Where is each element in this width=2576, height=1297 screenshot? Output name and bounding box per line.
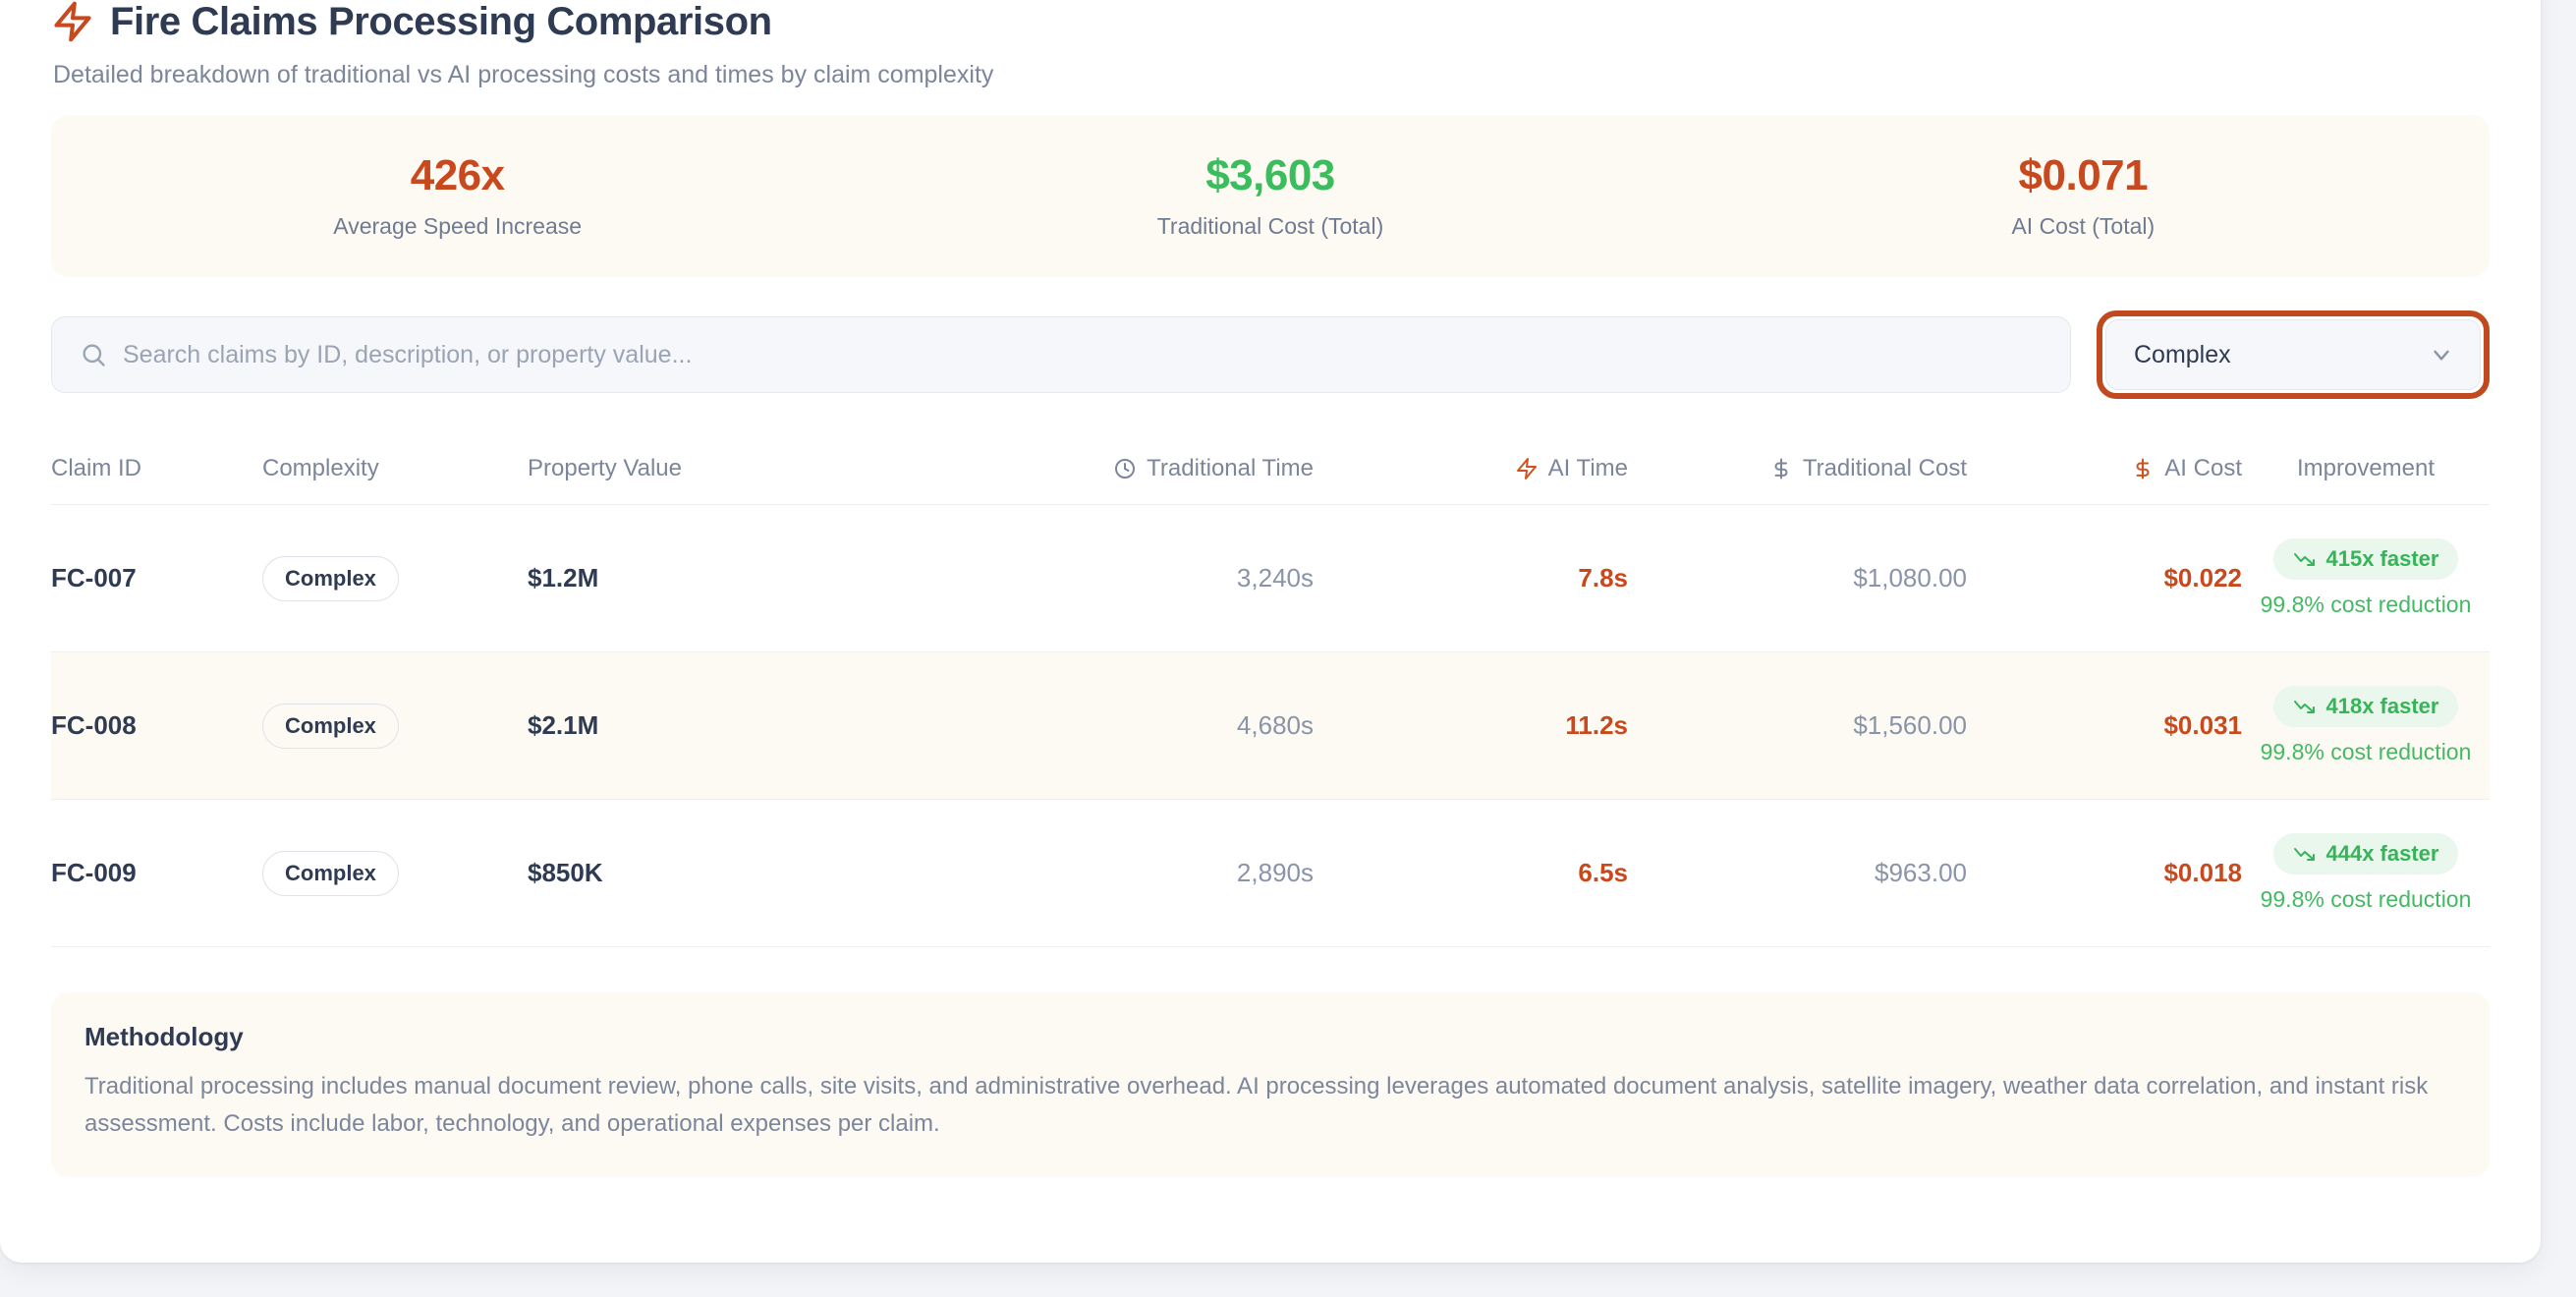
clock-icon [1115, 458, 1136, 479]
table-header-row: Claim ID Complexity Property Value Tradi… [51, 432, 2490, 505]
search-input[interactable] [123, 317, 2070, 392]
stat-value: 426x [410, 151, 505, 200]
claim-id-value: FC-009 [51, 858, 137, 887]
column-header-property-value: Property Value [528, 455, 906, 482]
column-header-traditional-cost: Traditional Cost [1628, 455, 1967, 482]
complexity-filter[interactable]: Complex [2097, 310, 2490, 399]
cell-property-value: $1.2M [528, 563, 906, 593]
cell-traditional-cost: $963.00 [1875, 858, 1967, 887]
stat-label: Traditional Cost (Total) [1156, 212, 1384, 239]
column-header-claim-id: Claim ID [51, 455, 262, 482]
cell-improvement: 415x faster 99.8% cost reduction [2242, 538, 2490, 618]
cell-ai-time: 6.5s [1578, 858, 1628, 887]
column-label: Complexity [262, 454, 379, 481]
cell-improvement: 444x faster 99.8% cost reduction [2242, 833, 2490, 913]
improvement-badge: 415x faster [2272, 538, 2459, 580]
column-label: AI Cost [2164, 454, 2242, 481]
cell-property-value: $850K [528, 858, 906, 888]
stat-traditional-cost-total: $3,603 Traditional Cost (Total) [864, 151, 1676, 239]
column-label: Improvement [2296, 454, 2436, 481]
property-value: $1.2M [528, 563, 599, 592]
improvement-note: 99.8% cost reduction [2260, 592, 2472, 617]
column-label: Traditional Cost [1802, 454, 1967, 481]
complexity-chip: Complex [262, 850, 399, 896]
cell-improvement: 418x faster 99.8% cost reduction [2242, 686, 2490, 765]
cell-ai-time: 11.2s [1565, 710, 1628, 740]
methodology-panel: Methodology Traditional processing inclu… [51, 992, 2490, 1177]
methodology-body: Traditional processing includes manual d… [84, 1073, 2429, 1138]
property-value: $850K [528, 858, 603, 887]
card-header: Fire Claims Processing Comparison [51, 0, 2490, 43]
page-subtitle: Detailed breakdown of traditional vs AI … [53, 61, 994, 88]
column-label: Property Value [528, 454, 682, 481]
cell-claim-id: FC-009 [51, 858, 262, 888]
methodology-title: Methodology [84, 1022, 244, 1051]
improvement-note: 99.8% cost reduction [2260, 739, 2472, 764]
complexity-filter-box[interactable]: Complex [2105, 319, 2481, 390]
table-row[interactable]: FC-007 Complex $1.2M 3,240s 7.8s $1,080.… [51, 505, 2490, 652]
search-field[interactable] [51, 316, 2071, 393]
stat-label: AI Cost (Total) [2011, 212, 2156, 239]
improvement-badge-label: 415x faster [2325, 546, 2439, 571]
claims-table: Claim ID Complexity Property Value Tradi… [51, 432, 2490, 947]
claim-id-value: FC-007 [51, 563, 137, 592]
cell-traditional-time: 4,680s [1236, 710, 1314, 740]
table-row[interactable]: FC-009 Complex $850K 2,890s 6.5s $963.00… [51, 800, 2490, 947]
claim-id-value: FC-008 [51, 710, 137, 740]
stat-average-speed-increase: 426x Average Speed Increase [51, 151, 864, 239]
column-header-ai-time: AI Time [1314, 455, 1628, 482]
column-header-improvement: Improvement [2242, 455, 2490, 482]
column-label: Traditional Time [1147, 454, 1314, 481]
cell-ai-cost: $0.031 [2163, 710, 2242, 740]
stat-ai-cost-total: $0.071 AI Cost (Total) [1677, 151, 2490, 239]
cell-ai-cost: $0.018 [2163, 858, 2242, 887]
cell-complexity: Complex [262, 850, 528, 896]
stat-value: $0.071 [2018, 151, 2149, 200]
summary-stats: 426x Average Speed Increase $3,603 Tradi… [51, 115, 2490, 277]
complexity-chip: Complex [262, 555, 399, 601]
stat-value: $3,603 [1205, 151, 1335, 200]
column-header-traditional-time: Traditional Time [906, 455, 1314, 482]
cell-claim-id: FC-008 [51, 710, 262, 741]
column-label: AI Time [1547, 454, 1628, 481]
cell-traditional-time: 3,240s [1236, 563, 1314, 592]
column-header-ai-cost: AI Cost [1967, 455, 2242, 482]
table-row[interactable]: FC-008 Complex $2.1M 4,680s 11.2s $1,560… [51, 652, 2490, 800]
improvement-badge: 418x faster [2272, 686, 2459, 727]
comparison-card: Fire Claims Processing Comparison Detail… [0, 0, 2541, 1263]
stat-label: Average Speed Increase [333, 212, 583, 239]
improvement-badge-label: 418x faster [2325, 694, 2439, 718]
cell-traditional-time: 2,890s [1236, 858, 1314, 887]
zap-icon [54, 1, 91, 42]
cell-ai-cost: $0.022 [2163, 563, 2242, 592]
chevron-down-icon [2434, 350, 2449, 361]
column-label: Claim ID [51, 454, 142, 481]
complexity-filter-value: Complex [2134, 340, 2231, 368]
trending-down-icon [2293, 701, 2315, 713]
controls-row: Complex [51, 310, 2490, 399]
dollar-icon [2136, 458, 2150, 479]
trending-down-icon [2293, 848, 2315, 861]
dollar-icon [1774, 458, 1788, 479]
property-value: $2.1M [528, 710, 599, 740]
improvement-badge: 444x faster [2272, 833, 2459, 874]
cell-traditional-cost: $1,080.00 [1853, 563, 1967, 592]
cell-complexity: Complex [262, 703, 528, 749]
cell-traditional-cost: $1,560.00 [1853, 710, 1967, 740]
trending-down-icon [2293, 553, 2315, 566]
search-icon [83, 344, 105, 367]
page-title: Fire Claims Processing Comparison [110, 0, 772, 43]
column-header-complexity: Complexity [262, 455, 528, 482]
cell-complexity: Complex [262, 555, 528, 601]
cell-ai-time: 7.8s [1578, 563, 1628, 592]
complexity-chip: Complex [262, 703, 399, 749]
improvement-note: 99.8% cost reduction [2260, 886, 2472, 912]
cell-claim-id: FC-007 [51, 563, 262, 593]
cell-property-value: $2.1M [528, 710, 906, 741]
zap-icon [1516, 457, 1537, 479]
improvement-badge-label: 444x faster [2325, 841, 2439, 866]
